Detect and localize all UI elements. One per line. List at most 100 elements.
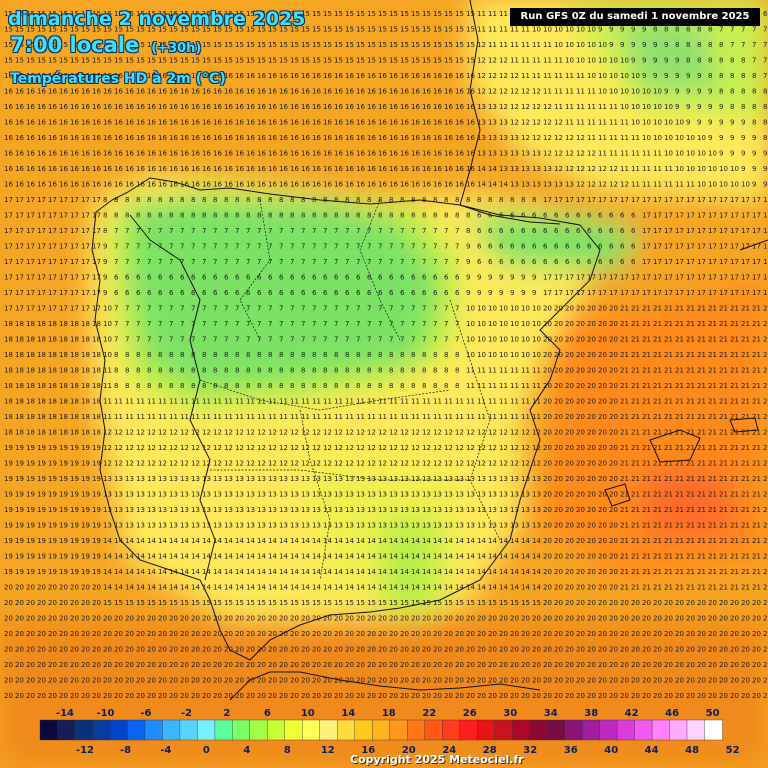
svg-text:16: 16 [59,150,68,158]
svg-text:7: 7 [763,72,767,80]
svg-text:16: 16 [224,181,233,189]
svg-text:14: 14 [224,537,233,545]
svg-text:15: 15 [433,26,442,34]
svg-text:20: 20 [587,460,596,468]
svg-text:20: 20 [400,630,409,638]
svg-text:20: 20 [565,444,574,452]
svg-text:20: 20 [719,646,728,654]
svg-text:13: 13 [279,491,288,499]
svg-text:16: 16 [136,150,145,158]
svg-text:16: 16 [158,134,167,142]
svg-text:6: 6 [543,243,548,251]
svg-text:9: 9 [466,274,470,282]
svg-text:20: 20 [202,677,211,685]
svg-text:17: 17 [675,258,684,266]
svg-text:13: 13 [488,475,497,483]
svg-text:15: 15 [356,41,365,49]
svg-text:17: 17 [37,243,46,251]
pyrenees-border [459,204,561,225]
svg-text:13: 13 [499,119,508,127]
svg-text:19: 19 [92,460,101,468]
svg-text:20: 20 [400,661,409,669]
svg-text:20: 20 [598,522,607,530]
legend-bottom-label: -4 [160,745,171,756]
svg-text:16: 16 [213,150,222,158]
svg-text:21: 21 [697,506,706,514]
svg-text:13: 13 [543,181,552,189]
svg-text:10: 10 [477,320,486,328]
svg-text:8: 8 [235,196,239,204]
svg-text:12: 12 [620,181,629,189]
svg-text:17: 17 [642,243,651,251]
svg-text:16: 16 [290,72,299,80]
svg-text:18: 18 [4,320,13,328]
svg-text:10: 10 [587,41,596,49]
svg-text:20: 20 [598,491,607,499]
svg-text:20: 20 [730,630,739,638]
svg-text:16: 16 [59,134,68,142]
svg-text:16: 16 [4,181,13,189]
svg-text:20: 20 [543,537,552,545]
svg-text:20: 20 [598,429,607,437]
svg-text:20: 20 [565,661,574,669]
svg-text:13: 13 [532,522,541,530]
svg-text:11: 11 [565,119,574,127]
svg-text:8: 8 [279,212,283,220]
svg-text:20: 20 [543,351,552,359]
svg-text:12: 12 [587,181,596,189]
svg-text:20: 20 [587,475,596,483]
svg-text:21: 21 [620,382,629,390]
svg-text:7: 7 [180,258,184,266]
svg-text:19: 19 [59,568,68,576]
svg-text:20: 20 [26,661,35,669]
svg-text:17: 17 [642,274,651,282]
svg-text:17: 17 [686,227,695,235]
svg-text:17: 17 [92,227,101,235]
svg-text:12: 12 [543,103,552,111]
svg-text:20: 20 [169,646,178,654]
svg-text:11: 11 [587,103,596,111]
svg-text:12: 12 [598,165,607,173]
svg-text:17: 17 [763,196,768,204]
svg-text:16: 16 [378,181,387,189]
svg-text:21: 21 [697,320,706,328]
svg-text:21: 21 [697,522,706,530]
svg-text:20: 20 [136,615,145,623]
svg-text:16: 16 [180,134,189,142]
svg-text:16: 16 [103,134,112,142]
svg-text:20: 20 [554,615,563,623]
svg-text:17: 17 [653,196,662,204]
svg-text:21: 21 [620,568,629,576]
svg-text:7: 7 [224,336,228,344]
svg-text:19: 19 [59,460,68,468]
svg-text:13: 13 [378,475,387,483]
morocco-coast [229,671,541,701]
svg-text:20: 20 [532,661,541,669]
svg-text:7: 7 [334,336,338,344]
svg-text:15: 15 [301,26,310,34]
svg-text:11: 11 [279,398,288,406]
svg-text:17: 17 [59,243,68,251]
svg-text:11: 11 [290,413,299,421]
svg-text:19: 19 [37,537,46,545]
svg-text:7: 7 [147,320,151,328]
svg-text:12: 12 [147,429,156,437]
svg-text:21: 21 [664,320,673,328]
svg-text:12: 12 [521,119,530,127]
legend-top-label: 22 [422,708,436,719]
legend-bottom-label: 44 [645,745,659,756]
svg-text:20: 20 [15,692,24,700]
svg-text:20: 20 [543,382,552,390]
svg-text:20: 20 [609,599,618,607]
svg-text:8: 8 [169,212,173,220]
svg-text:20: 20 [279,646,288,654]
svg-text:17: 17 [763,274,768,282]
svg-text:11: 11 [345,398,354,406]
svg-text:10: 10 [653,103,662,111]
svg-text:21: 21 [763,413,768,421]
svg-text:11: 11 [169,398,178,406]
svg-text:21: 21 [675,506,684,514]
svg-text:20: 20 [752,630,761,638]
svg-text:6: 6 [411,274,416,282]
